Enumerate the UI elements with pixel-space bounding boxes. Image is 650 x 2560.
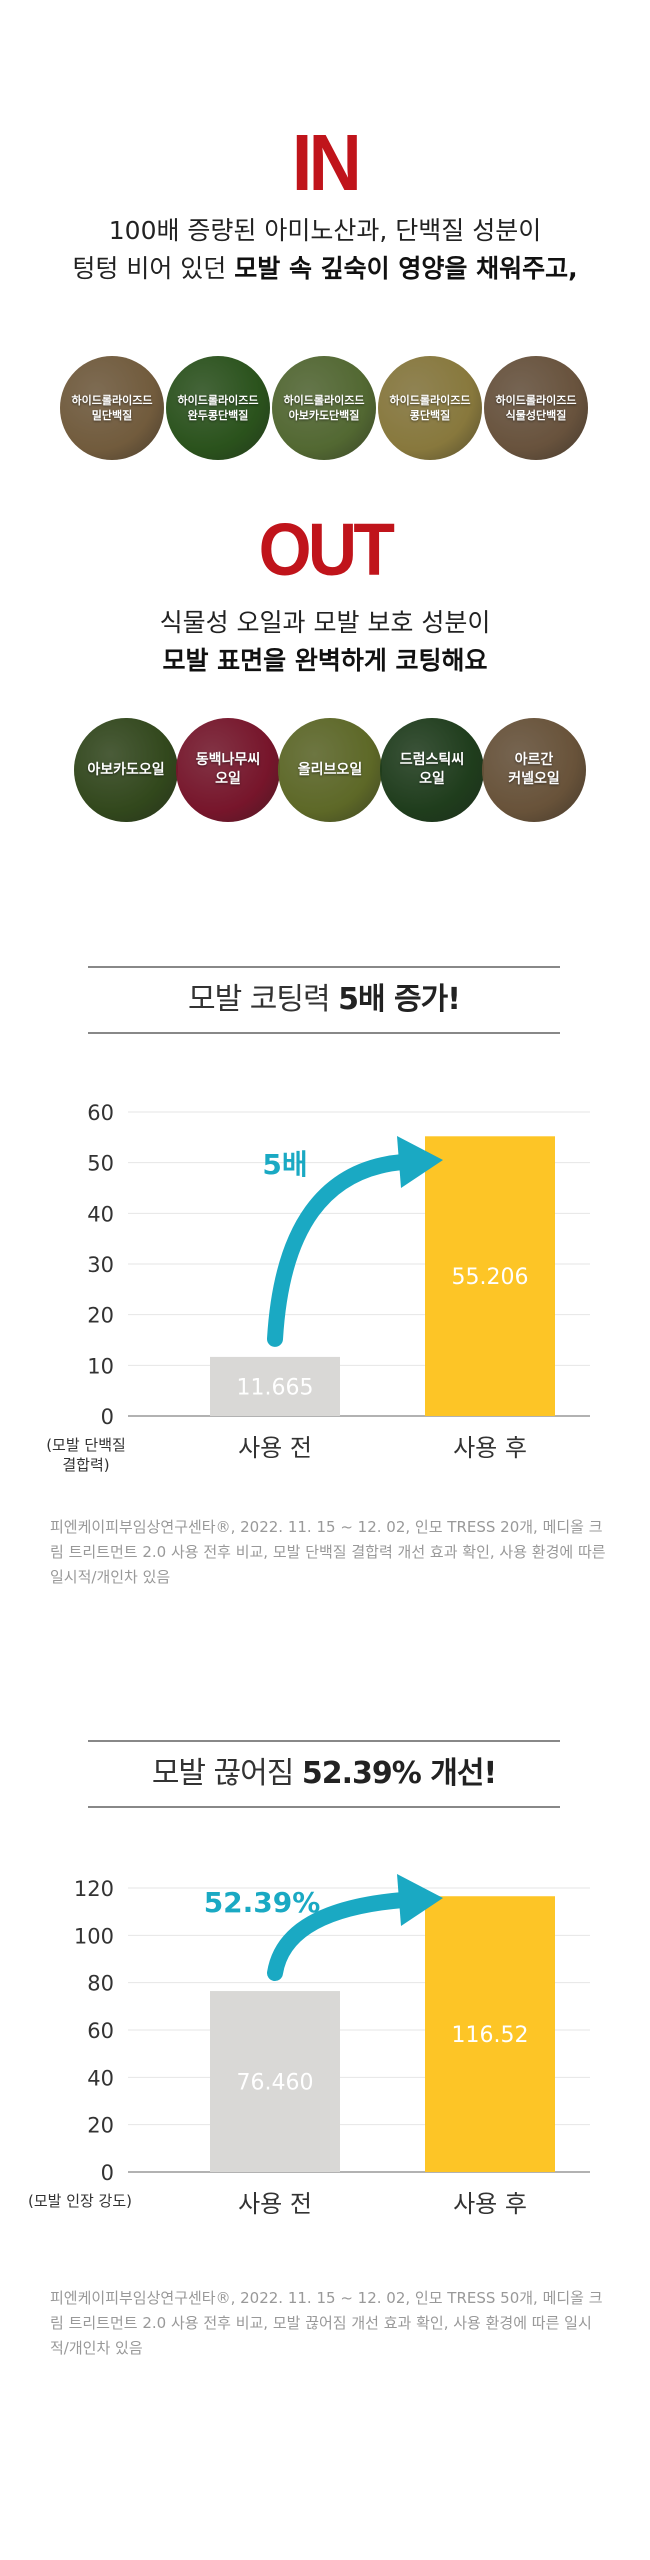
in-ingredient-1: 하이드롤라이즈드 밀단백질: [60, 356, 164, 460]
y-axis-label: (모발 인장 강도): [28, 2192, 132, 2210]
bar-1: [210, 1991, 340, 2172]
y-tick-label: 0: [101, 1405, 114, 1429]
x-category-label: 사용 후: [453, 1434, 527, 1462]
out-ingredient-label: 아르간 커넬오일: [508, 752, 560, 787]
y-tick-label: 120: [74, 1877, 114, 1901]
out-ingredient-label: 동백나무씨 오일: [195, 752, 261, 787]
bar-value-label: 116.52: [452, 2023, 529, 2048]
in-ingredient-label: 하이드롤라이즈드 아보카도단백질: [283, 394, 365, 422]
out-ingredient-1: 아보카도오일: [74, 718, 178, 822]
in-ingredient-label: 하이드롤라이즈드 콩단백질: [389, 394, 471, 422]
y-axis-label: 결합력): [62, 1456, 109, 1474]
bar-value-label: 76.460: [237, 2071, 314, 2096]
y-tick-label: 10: [87, 1354, 114, 1378]
out-ingredient-list: 아보카도오일 동백나무씨 오일 올리브오일 드럼스틱씨 오일 아르간 커넬오일: [0, 718, 650, 828]
increase-label: 52.39%: [204, 1886, 321, 1919]
in-line-2: 텅텅 비어 있던 모발 속 깊숙이 영양을 채워주고,: [0, 250, 650, 288]
y-tick-label: 20: [87, 1304, 114, 1328]
out-description: 식물성 오일과 모발 보호 성분이 모발 표면을 완벽하게 코팅해요: [0, 604, 650, 680]
bar-2: [425, 1896, 555, 2172]
chart-1-title-plain: 모발 코팅력: [188, 982, 339, 1017]
in-heading: IN: [291, 118, 362, 207]
chart-2-title: 모발 끊어짐 52.39% 개선!: [88, 1740, 560, 1808]
in-ingredient-2: 하이드롤라이즈드 완두콩단백질: [166, 356, 270, 460]
y-axis-label: (모발 단백질: [46, 1436, 126, 1454]
x-category-label: 사용 전: [238, 2190, 312, 2218]
y-tick-label: 30: [87, 1253, 114, 1277]
bar-2: [425, 1136, 555, 1416]
y-tick-label: 20: [87, 2114, 114, 2138]
out-ingredient-label: 아보카도오일: [87, 761, 165, 778]
in-ingredient-5: 하이드롤라이즈드 식물성단백질: [484, 356, 588, 460]
chart-1-title: 모발 코팅력 5배 증가!: [88, 966, 560, 1034]
y-tick-label: 80: [87, 1972, 114, 1996]
out-line-2: 모발 표면을 완벽하게 코팅해요: [0, 642, 650, 680]
increase-arrow: [267, 1892, 411, 1982]
out-heading: OUT: [258, 508, 395, 591]
coating-bar-chart: 0 10 20 30 40 50 60 11.665 사용 전 55.206 사용 후 (모발 단백질…: [46, 1101, 590, 1474]
x-category-label: 사용 전: [238, 1434, 312, 1462]
increase-arrow-head: [397, 1874, 443, 1926]
increase-arrow-head: [397, 1136, 443, 1188]
in-line-2-plain: 텅텅 비어 있던: [72, 254, 235, 283]
out-line-1: 식물성 오일과 모발 보호 성분이: [159, 608, 491, 637]
x-category-label: 사용 후: [453, 2190, 527, 2218]
y-tick-label: 100: [74, 1924, 114, 1948]
out-ingredient-label: 올리브오일: [297, 761, 363, 778]
chart-2-title-bold: 52.39% 개선!: [301, 1756, 497, 1791]
breakage-bar-chart: 0 20 40 60 80 100 120 76.460 사용 전 116.52 사용 후 (모발 인…: [28, 1874, 590, 2218]
y-tick-label: 60: [87, 2019, 114, 2043]
y-tick-label: 60: [87, 1101, 114, 1125]
y-tick-label: 40: [87, 1202, 114, 1226]
y-tick-label: 0: [101, 2161, 114, 2185]
in-ingredient-3: 하이드롤라이즈드 아보카도단백질: [272, 356, 376, 460]
in-ingredient-label: 하이드롤라이즈드 밀단백질: [71, 394, 153, 422]
chart-2-title-plain: 모발 끊어짐: [151, 1756, 302, 1791]
in-line-1: 100배 증량된 아미노산과, 단백질 성분이: [108, 216, 542, 245]
out-ingredient-5: 아르간 커넬오일: [482, 718, 586, 822]
bar-1: [210, 1356, 340, 1416]
in-line-2-bold: 모발 속 깊숙이 영양을 채워주고,: [234, 254, 578, 283]
in-ingredient-4: 하이드롤라이즈드 콩단백질: [378, 356, 482, 460]
increase-arrow: [267, 1154, 411, 1347]
chart-1-footnote: 피엔케이피부임상연구센타®, 2022. 11. 15 ~ 12. 02, 인모…: [50, 1518, 606, 1586]
y-tick-label: 50: [87, 1152, 114, 1176]
in-description: 100배 증량된 아미노산과, 단백질 성분이 텅텅 비어 있던 모발 속 깊숙…: [0, 212, 650, 288]
increase-label: 5배: [262, 1148, 307, 1181]
in-ingredient-list: 하이드롤라이즈드 밀단백질 하이드롤라이즈드 완두콩단백질 하이드롤라이즈드 아보카…: [0, 356, 650, 466]
chart-1-title-bold: 5배 증가!: [338, 982, 461, 1017]
in-ingredient-label: 하이드롤라이즈드 식물성단백질: [495, 394, 577, 422]
chart-2-footnote: 피엔케이피부임상연구센타®, 2022. 11. 15 ~ 12. 02, 인모…: [50, 2289, 603, 2357]
y-tick-label: 40: [87, 2066, 114, 2090]
bar-value-label: 55.206: [452, 1265, 529, 1290]
out-ingredient-3: 올리브오일: [278, 718, 382, 822]
out-ingredient-4: 드럼스틱씨 오일: [380, 718, 484, 822]
bar-value-label: 11.665: [237, 1375, 314, 1400]
out-line-2-bold: 모발 표면을 완벽하게 코팅해요: [162, 646, 488, 675]
out-ingredient-label: 드럼스틱씨 오일: [399, 752, 465, 787]
out-ingredient-2: 동백나무씨 오일: [176, 718, 280, 822]
in-ingredient-label: 하이드롤라이즈드 완두콩단백질: [177, 394, 259, 422]
